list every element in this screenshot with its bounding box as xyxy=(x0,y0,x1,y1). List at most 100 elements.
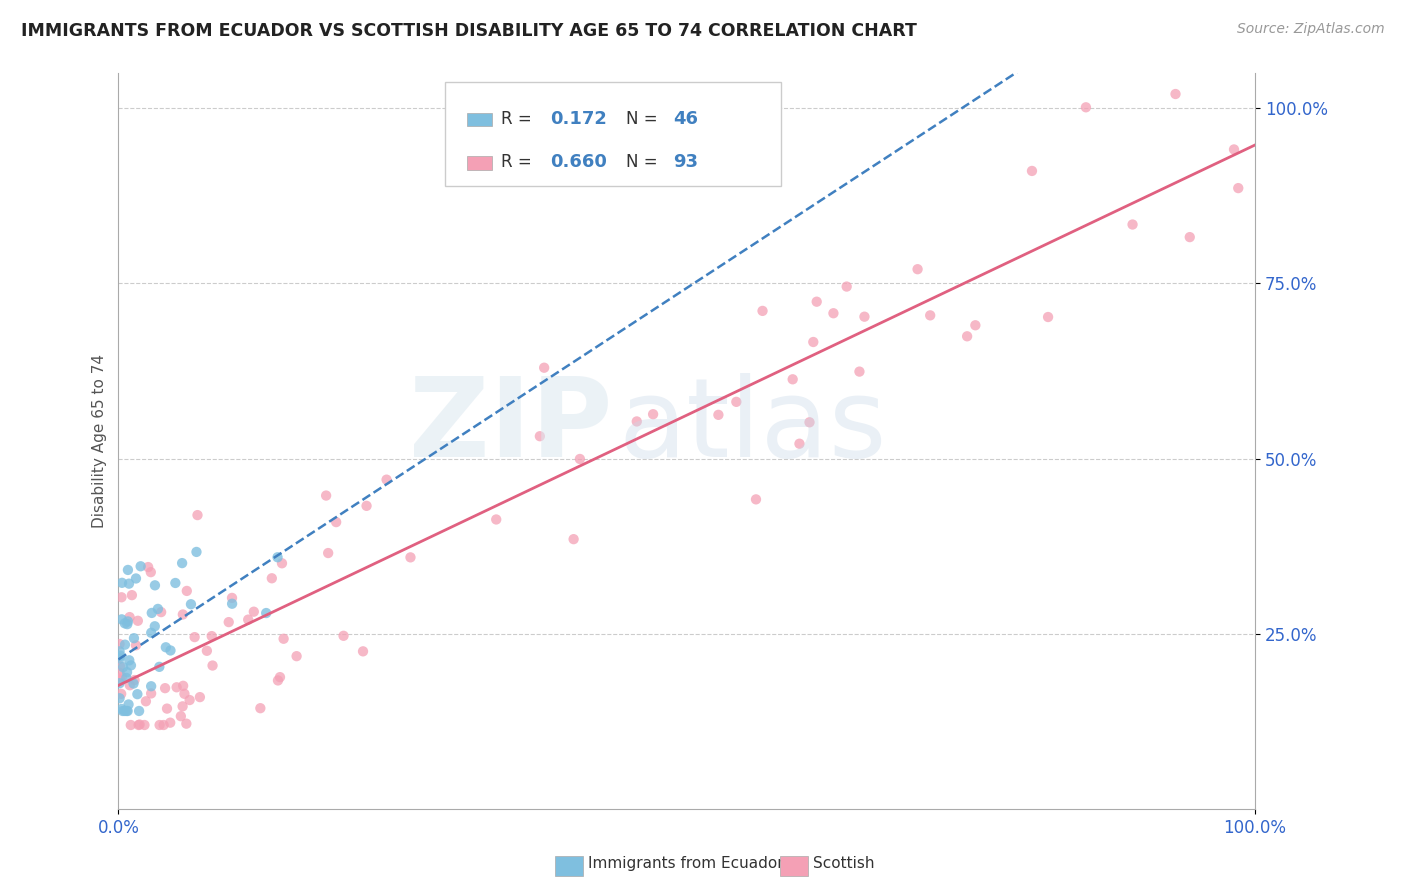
Point xyxy=(172,699,194,714)
Point xyxy=(136,560,159,574)
Point xyxy=(1164,87,1187,101)
Point xyxy=(1122,218,1144,232)
Point xyxy=(801,334,824,349)
Point xyxy=(1178,230,1201,244)
Point xyxy=(172,607,194,622)
Point xyxy=(266,550,288,565)
Point xyxy=(399,550,422,565)
Text: 0.660: 0.660 xyxy=(550,153,607,171)
Point xyxy=(127,614,149,628)
Point xyxy=(529,429,551,443)
Y-axis label: Disability Age 65 to 74: Disability Age 65 to 74 xyxy=(93,354,107,528)
Point xyxy=(285,649,308,664)
FancyBboxPatch shape xyxy=(444,82,782,186)
Point xyxy=(149,718,172,732)
Point xyxy=(271,556,294,570)
Point xyxy=(707,408,730,422)
Point xyxy=(195,644,218,658)
Point xyxy=(1074,100,1097,114)
Bar xyxy=(467,112,492,127)
Point xyxy=(782,372,804,386)
Point xyxy=(146,602,169,616)
Point xyxy=(221,597,243,611)
Point xyxy=(128,717,150,731)
Point xyxy=(172,556,194,570)
Point xyxy=(128,704,150,718)
Point xyxy=(201,629,224,643)
Text: atlas: atlas xyxy=(619,373,887,480)
Point xyxy=(183,630,205,644)
Point xyxy=(789,436,811,450)
Point xyxy=(114,638,136,652)
Point xyxy=(956,329,979,343)
Point xyxy=(562,532,585,546)
Point xyxy=(221,591,243,605)
Point xyxy=(110,702,132,716)
Point xyxy=(124,673,146,687)
Point xyxy=(848,365,870,379)
Point xyxy=(806,294,828,309)
Text: IMMIGRANTS FROM ECUADOR VS SCOTTISH DISABILITY AGE 65 TO 74 CORRELATION CHART: IMMIGRANTS FROM ECUADOR VS SCOTTISH DISA… xyxy=(21,22,917,40)
Point xyxy=(799,415,821,429)
Point xyxy=(173,687,195,701)
Point xyxy=(159,715,181,730)
Point xyxy=(148,660,170,674)
Point xyxy=(115,671,138,685)
Point xyxy=(273,632,295,646)
Point xyxy=(111,612,134,626)
Point xyxy=(156,701,179,715)
Point xyxy=(120,658,142,673)
Point xyxy=(141,606,163,620)
Point xyxy=(108,676,131,690)
Point xyxy=(1227,181,1250,195)
Point xyxy=(485,512,508,526)
Point xyxy=(254,606,277,620)
Point xyxy=(112,660,135,674)
Point xyxy=(533,360,555,375)
Text: Source: ZipAtlas.com: Source: ZipAtlas.com xyxy=(1237,22,1385,37)
Point xyxy=(751,304,773,318)
Point xyxy=(143,619,166,633)
Point xyxy=(170,709,193,723)
Text: N =: N = xyxy=(627,153,664,171)
Text: Scottish: Scottish xyxy=(813,856,875,871)
Point xyxy=(108,637,131,651)
Point xyxy=(117,615,139,629)
Text: ZIP: ZIP xyxy=(409,373,613,480)
Point xyxy=(1021,164,1043,178)
Point xyxy=(725,395,748,409)
Point xyxy=(141,679,163,693)
Text: N =: N = xyxy=(627,111,664,128)
Point xyxy=(118,678,141,692)
Point xyxy=(267,673,290,688)
Point xyxy=(172,679,194,693)
Point xyxy=(332,629,354,643)
Text: 0.172: 0.172 xyxy=(550,111,607,128)
Point xyxy=(117,563,139,577)
Point xyxy=(745,492,768,507)
Point xyxy=(153,681,176,695)
Point xyxy=(176,716,198,731)
Point xyxy=(218,615,240,629)
Point xyxy=(920,309,942,323)
Point xyxy=(108,691,131,706)
Point xyxy=(356,499,378,513)
Point xyxy=(176,583,198,598)
Point xyxy=(141,625,163,640)
Point xyxy=(626,414,648,428)
Point xyxy=(110,648,132,663)
Point xyxy=(165,576,187,591)
Point xyxy=(853,310,876,324)
Point xyxy=(117,704,139,718)
Point xyxy=(643,407,665,421)
Point xyxy=(269,670,291,684)
Point xyxy=(139,565,162,579)
Point xyxy=(108,644,131,658)
Point xyxy=(110,687,132,701)
Point xyxy=(1036,310,1059,324)
Bar xyxy=(467,156,492,169)
Point xyxy=(352,644,374,658)
Point xyxy=(129,559,152,574)
Point xyxy=(122,676,145,690)
Point xyxy=(325,515,347,529)
